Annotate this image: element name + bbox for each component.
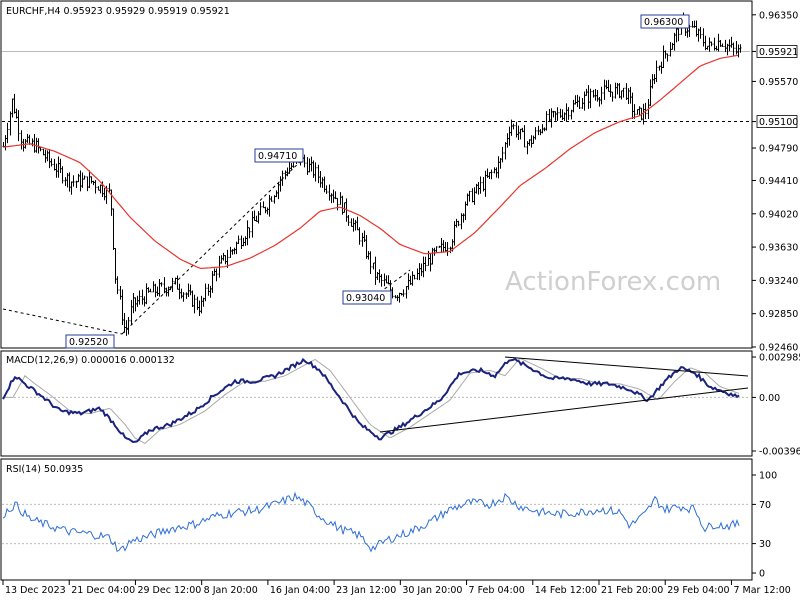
rsi-pane-border — [0, 458, 753, 581]
price-axis-label: 0.94410 — [759, 176, 798, 187]
x-axis: 13 Dec 2023 21 Dec 04:00 29 Dec 12:00 8 Jan… — [2, 580, 791, 596]
trendline-lower — [2, 308, 123, 335]
x-axis-label: 7 Mar 12:00 — [733, 585, 790, 596]
macd-pane: MACD(12,26,9) 0.000016 0.000132 — [0, 350, 753, 457]
annotation-label: 0.92520 — [69, 337, 108, 348]
x-axis-label: 14 Feb 12:00 — [535, 585, 597, 596]
macd-pane-border — [0, 350, 753, 457]
x-axis-label: 30 Jan 20:00 — [402, 585, 462, 596]
macd-title: MACD(12,26,9) 0.000016 0.000132 — [6, 355, 175, 366]
price-axis-label: 0.93630 — [759, 243, 798, 254]
macd-line — [2, 357, 740, 444]
price-annotations: 0.96300 0.94710 0.93040 0.92520 — [65, 14, 690, 349]
x-axis-label: 7 Feb 04:00 — [469, 585, 525, 596]
annotation-box — [65, 334, 115, 349]
price-axis-label: 0.94790 — [759, 144, 798, 155]
macd-trendline-upper — [504, 356, 749, 377]
macd-axis-label: -0.00396 — [759, 447, 800, 458]
rsi-pane: RSI(14) 50.0935 — [0, 458, 753, 581]
rsi-title: RSI(14) 50.0935 — [6, 464, 83, 475]
annotation-label: 0.93040 — [346, 293, 385, 304]
price-axis-label: 0.96350 — [759, 10, 798, 21]
price-grid — [2, 50, 750, 123]
moving-average — [2, 54, 739, 270]
y-axes: 0.96350 0.95921 0.95570 0.95100 0.94790 0.944… — [752, 10, 800, 580]
macd-signal-line — [3, 358, 740, 445]
annotation-box — [342, 290, 392, 305]
price-axis-marker — [756, 45, 798, 58]
annotation-label: 0.94710 — [258, 151, 297, 162]
x-axis-label: 29 Dec 12:00 — [137, 585, 201, 596]
macd-lines — [2, 356, 750, 445]
price-axis-label: 0.92460 — [759, 343, 798, 354]
x-axis-label: 16 Jan 04:00 — [270, 585, 330, 596]
price-title: EURCHF,H4 0.95923 0.95929 0.95919 0.9592… — [6, 6, 230, 17]
rsi-axis-label: 0 — [759, 569, 765, 580]
watermark: ActionForex.com — [505, 267, 721, 297]
rsi-line — [2, 491, 740, 553]
x-axis-label: 13 Dec 2023 — [5, 585, 66, 596]
macd-axis-label: 0.00 — [759, 393, 780, 404]
price-axis-label: 0.95570 — [759, 77, 798, 88]
price-axis-label: 0.95921 — [759, 47, 798, 58]
annotation-box — [254, 148, 304, 163]
x-axis-label: 21 Feb 20:00 — [601, 585, 663, 596]
annotation-label: 0.96300 — [644, 17, 683, 28]
price-axis-label: 0.93240 — [759, 276, 798, 287]
price-axis-label: 0.94020 — [759, 209, 798, 220]
rsi-axis-label: 30 — [759, 539, 771, 550]
rsi-lines — [2, 491, 750, 553]
x-axis-label: 21 Dec 04:00 — [71, 585, 135, 596]
price-axis-label: 0.92850 — [759, 309, 798, 320]
x-axis-label: 23 Jan 12:00 — [336, 585, 396, 596]
trendline-rally — [121, 156, 306, 335]
annotation-box — [640, 14, 690, 29]
macd-axis-label: 0.002985 — [759, 353, 800, 364]
price-pane: ActionForex.com 0.963000.947100.930400.9… — [0, 0, 753, 349]
macd-trendline-lower — [379, 387, 749, 433]
price-axis-label: 0.95100 — [759, 117, 798, 128]
rsi-axis-label: 70 — [759, 500, 771, 511]
price-axis-marker — [756, 115, 798, 128]
rsi-axis-label: 100 — [759, 471, 777, 482]
price-pane-border — [0, 0, 753, 349]
x-axis-label: 8 Jan 20:00 — [204, 585, 258, 596]
moving-average-line — [2, 54, 739, 270]
x-axis-label: 29 Feb 04:00 — [667, 585, 729, 596]
